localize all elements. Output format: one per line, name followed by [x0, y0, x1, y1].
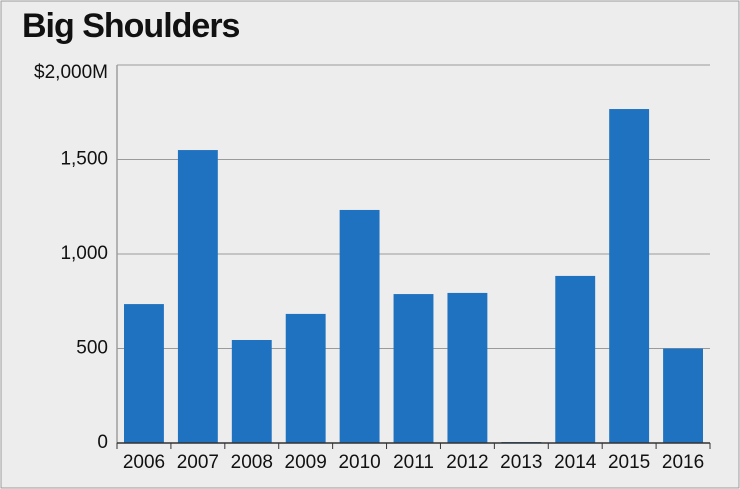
- y-tick-label: 0: [97, 432, 108, 453]
- x-tick-label: 2009: [285, 452, 327, 473]
- bar: [339, 209, 380, 443]
- bar: [231, 339, 272, 443]
- x-tick-label: 2016: [662, 452, 704, 473]
- y-tick-label: 1,500: [60, 149, 108, 170]
- x-tick-label: 2013: [500, 452, 542, 473]
- x-tick-label: 2008: [231, 452, 273, 473]
- chart-title: Big Shoulders: [22, 7, 240, 45]
- bar: [447, 292, 488, 443]
- y-tick-label: 500: [76, 338, 108, 359]
- y-tick-label: $2,000M: [34, 62, 108, 83]
- y-tick-label: 1,000: [60, 243, 108, 264]
- x-tick-label: 2012: [446, 452, 488, 473]
- x-tick-label: 2006: [123, 452, 165, 473]
- x-tick-label: 2007: [177, 452, 219, 473]
- x-tick-label: 2015: [608, 452, 650, 473]
- bar: [609, 109, 650, 444]
- bar: [663, 348, 703, 443]
- bar: [393, 294, 434, 443]
- bar: [285, 313, 326, 443]
- x-tick-label: 2011: [393, 452, 434, 473]
- x-tick-label: 2014: [554, 452, 597, 473]
- bar: [124, 304, 164, 443]
- x-tick-label: 2010: [338, 452, 380, 473]
- bar: [177, 150, 218, 444]
- bar: [555, 275, 596, 443]
